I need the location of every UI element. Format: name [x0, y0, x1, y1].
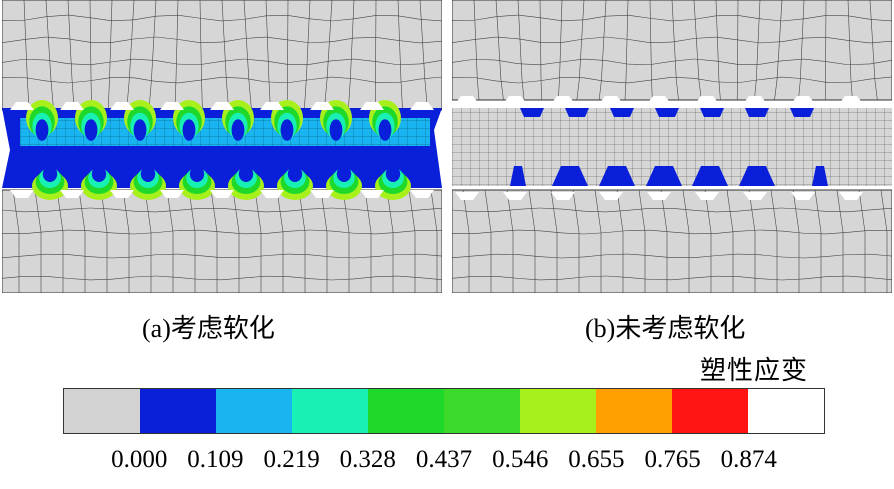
upper-die-mesh [2, 0, 442, 111]
strain-concentration-lower [739, 166, 775, 186]
colorbar-swatch [64, 389, 140, 433]
colorbar-tick-label: 0.655 [568, 446, 625, 473]
strain-concentration-lower [228, 166, 264, 200]
die-tooth-gap [310, 190, 334, 198]
colorbar-tick-label: 0.109 [187, 446, 244, 473]
strain-concentration-upper [124, 100, 156, 141]
die-tooth-gap [210, 190, 234, 198]
die-tooth-gap [160, 190, 184, 198]
fem-panel-softening [2, 0, 442, 293]
fem-panel-no-softening [452, 0, 892, 293]
strain-concentration-lower [130, 166, 166, 200]
strain-concentration-upper [610, 108, 634, 117]
strain-concentration-upper [320, 100, 352, 141]
legend-title: 塑性应变 [700, 356, 809, 386]
die-tooth-gap [10, 190, 34, 198]
colorbar-tick-label: 0.437 [415, 446, 473, 473]
die-tooth-gap [743, 96, 767, 104]
die-tooth-gap [743, 192, 767, 200]
strain-concentration-lower [277, 166, 313, 200]
die-tooth-gap [647, 96, 671, 104]
colorbar-swatch [748, 389, 824, 433]
die-tooth-gap [695, 96, 719, 104]
strain-concentration-upper [222, 100, 254, 141]
upper-die-mesh [452, 0, 892, 101]
colorbar-swatch [520, 389, 596, 433]
die-tooth-gap [110, 190, 134, 198]
die-tooth-gap [551, 96, 575, 104]
colorbar-tick-label: 0.219 [263, 446, 320, 473]
lower-die-mesh [2, 189, 442, 293]
die-tooth-gap [110, 102, 134, 110]
die-tooth-gap [410, 190, 434, 198]
die-tooth-gap [260, 102, 284, 110]
die-tooth-gap [599, 192, 623, 200]
strip-plastic-strain [452, 108, 892, 186]
die-tooth-gap [839, 96, 863, 104]
die-tooth-gap [210, 102, 234, 110]
strain-concentration-lower [81, 166, 117, 200]
strip-plastic-strain [2, 100, 442, 200]
die-tooth-gap [839, 192, 863, 200]
die-tooth-gap [260, 190, 284, 198]
colorbar-swatch [292, 389, 368, 433]
colorbar-swatch [140, 389, 216, 433]
colorbar-ticks: 0.000 0.109 0.219 0.328 0.437 0.546 0.655 0.765… [0, 446, 894, 482]
strain-concentration-upper [565, 108, 589, 117]
die-tooth-gap [10, 102, 34, 110]
colorbar-tick-label: 0.546 [492, 446, 549, 473]
die-tooth-gap [310, 102, 334, 110]
colorbar-swatch [216, 389, 292, 433]
die-tooth-gap [160, 102, 184, 110]
colorbar [63, 388, 825, 434]
caption-no-softening: (b)未考虑软化 [585, 314, 746, 343]
colorbar-tick-label: 0.874 [720, 446, 777, 473]
die-tooth-gap [551, 192, 575, 200]
colorbar-swatch [368, 389, 444, 433]
strain-concentration-lower [510, 166, 526, 186]
strain-concentration-lower [599, 166, 635, 186]
die-tooth-gap [360, 102, 384, 110]
colorbar-tick-label: 0.328 [339, 446, 396, 473]
strain-concentration-upper [700, 108, 724, 117]
strain-concentration-upper [790, 108, 814, 117]
colorbar-tick-label: 0.765 [644, 446, 701, 473]
strain-concentration-lower [812, 166, 828, 186]
strain-concentration-lower [326, 166, 362, 200]
strain-concentration-lower [179, 166, 215, 200]
strain-concentration-lower [646, 166, 682, 186]
lower-die-mesh [452, 189, 892, 293]
colorbar-tick-label: 0.000 [111, 446, 168, 473]
die-tooth-gap [503, 96, 527, 104]
caption-softening: (a)考虑软化 [142, 314, 275, 343]
strain-concentration-lower [692, 166, 728, 186]
die-tooth-gap [599, 96, 623, 104]
die-tooth-gap [791, 192, 815, 200]
strain-concentration-lower [552, 166, 588, 186]
die-tooth-gap [791, 96, 815, 104]
die-tooth-gap [647, 192, 671, 200]
die-tooth-gap [410, 102, 434, 110]
die-tooth-gap [695, 192, 719, 200]
die-tooth-gap [455, 192, 479, 200]
strain-concentration-lower [32, 166, 68, 200]
die-tooth-gap [360, 190, 384, 198]
strain-concentration-upper [173, 100, 205, 141]
strain-concentration-upper [520, 108, 544, 117]
strain-concentration-lower [375, 166, 411, 200]
die-tooth-gap [455, 96, 479, 104]
die-tooth-gap [60, 190, 84, 198]
colorbar-swatch [444, 389, 520, 433]
colorbar-swatch [596, 389, 672, 433]
die-tooth-gap [60, 102, 84, 110]
strain-concentration-upper [745, 108, 769, 117]
die-tooth-gap [503, 192, 527, 200]
colorbar-swatch [672, 389, 748, 433]
strain-concentration-upper [26, 100, 58, 141]
strain-concentration-upper [655, 108, 679, 117]
